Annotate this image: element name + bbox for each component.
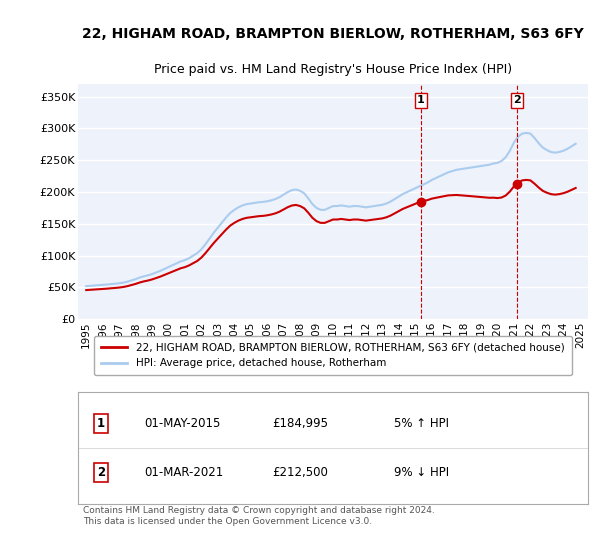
Text: £184,995: £184,995 xyxy=(272,417,328,430)
Text: 2: 2 xyxy=(97,466,105,479)
Text: 5% ↑ HPI: 5% ↑ HPI xyxy=(394,417,449,430)
Text: 1: 1 xyxy=(417,95,425,105)
Text: 01-MAY-2015: 01-MAY-2015 xyxy=(145,417,221,430)
Text: 1: 1 xyxy=(97,417,105,430)
Text: 22, HIGHAM ROAD, BRAMPTON BIERLOW, ROTHERHAM, S63 6FY: 22, HIGHAM ROAD, BRAMPTON BIERLOW, ROTHE… xyxy=(82,27,584,41)
Text: Contains HM Land Registry data © Crown copyright and database right 2024.
This d: Contains HM Land Registry data © Crown c… xyxy=(83,506,435,526)
Text: £212,500: £212,500 xyxy=(272,466,328,479)
Text: 2: 2 xyxy=(513,95,521,105)
Text: Price paid vs. HM Land Registry's House Price Index (HPI): Price paid vs. HM Land Registry's House … xyxy=(154,63,512,76)
Legend: 22, HIGHAM ROAD, BRAMPTON BIERLOW, ROTHERHAM, S63 6FY (detached house), HPI: Ave: 22, HIGHAM ROAD, BRAMPTON BIERLOW, ROTHE… xyxy=(94,335,572,376)
Text: 9% ↓ HPI: 9% ↓ HPI xyxy=(394,466,449,479)
Text: 01-MAR-2021: 01-MAR-2021 xyxy=(145,466,224,479)
